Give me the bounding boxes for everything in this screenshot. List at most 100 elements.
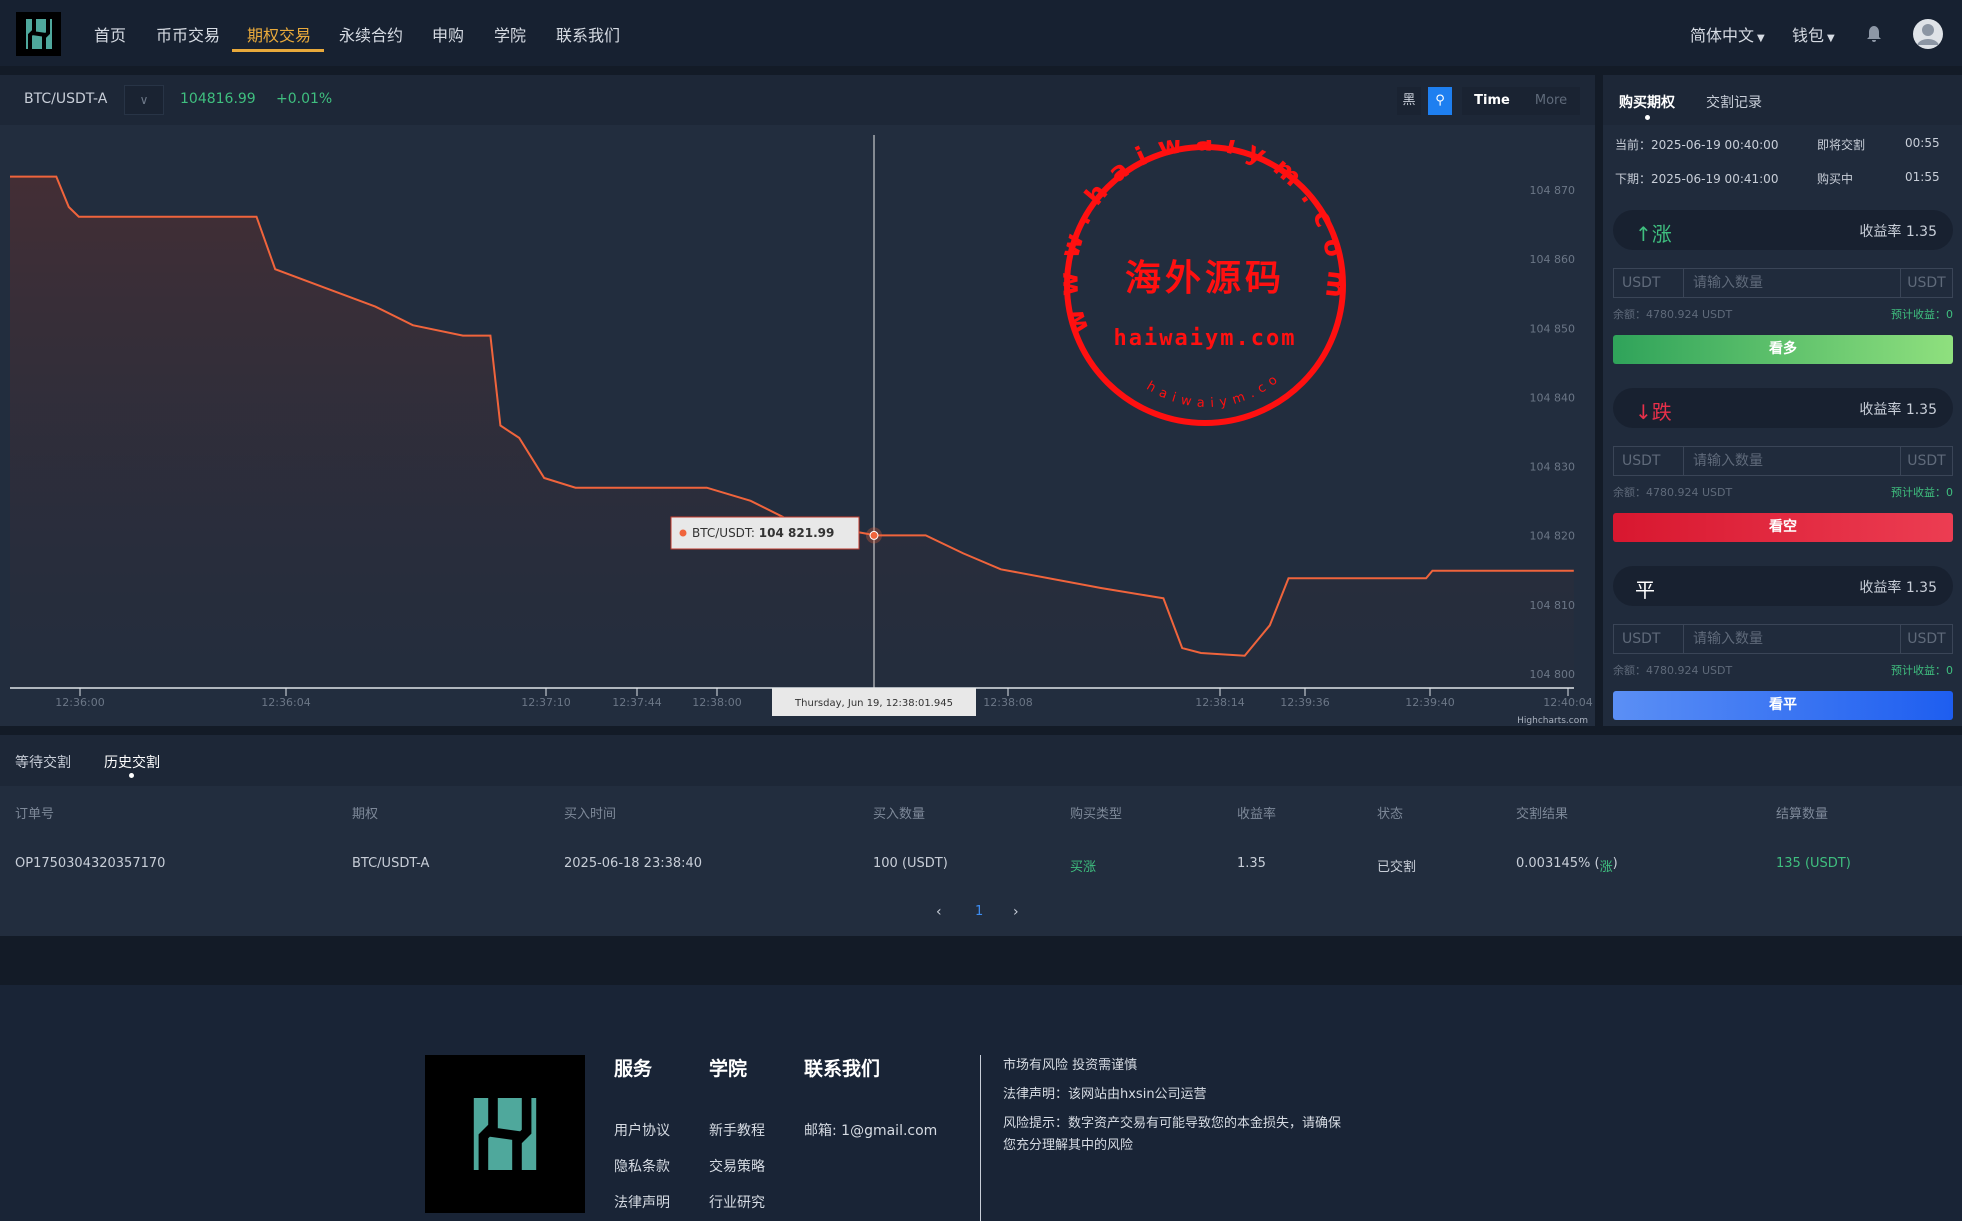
active-tab-dot xyxy=(129,773,134,778)
card-down: ↓跌 收益率 1.35 xyxy=(1613,388,1953,428)
tab-buy-option[interactable]: 购买期权 xyxy=(1619,95,1675,111)
wallet-label: 钱包 xyxy=(1792,26,1825,45)
wallet-menu[interactable]: 钱包 ▼ xyxy=(1792,22,1835,46)
nav-contact[interactable]: 联系我们 xyxy=(556,26,621,45)
caret-down-icon: ▼ xyxy=(1827,33,1835,44)
logo[interactable] xyxy=(16,12,61,56)
nav-perpetual[interactable]: 永续合约 xyxy=(339,26,404,45)
footer-link[interactable]: 法律声明 xyxy=(614,1195,670,1211)
direction-label: 平 xyxy=(1635,578,1655,602)
x-tick-label: 12:39:40 xyxy=(1405,696,1454,709)
nav-academy[interactable]: 学院 xyxy=(494,26,527,45)
amount-field[interactable]: 请输入数量 xyxy=(1693,275,1763,291)
buy-down-button[interactable]: 看空 xyxy=(1613,513,1953,542)
page-number[interactable]: 1 xyxy=(975,904,984,919)
tab-history[interactable]: 历史交割 xyxy=(104,755,160,771)
column-header: 购买类型 xyxy=(1070,807,1123,822)
tooltip-series: BTC/USDT: xyxy=(692,526,759,540)
active-tab-dot xyxy=(1645,115,1650,120)
top-nav: 首页 币币交易 期权交易 永续合约 申购 学院 联系我们 简体中文 ▼ 钱包 ▼ xyxy=(0,0,1962,66)
column-header: 买入数量 xyxy=(873,807,926,822)
symbol-label: BTC/USDT-A xyxy=(24,91,108,107)
x-tick-label: 12:40:04 xyxy=(1543,696,1592,709)
x-tick-label: 12:37:44 xyxy=(612,696,661,709)
column-header: 结算数量 xyxy=(1776,807,1829,822)
result-close: ) xyxy=(1612,856,1618,871)
footer-divider xyxy=(980,1055,981,1221)
column-header: 交割结果 xyxy=(1516,807,1569,822)
nav-spot[interactable]: 币币交易 xyxy=(156,26,221,45)
card-up: ↑涨 收益率 1.35 xyxy=(1613,210,1953,250)
prev-page-button[interactable]: ‹ xyxy=(936,904,942,920)
bell-icon[interactable] xyxy=(1866,25,1882,43)
active-underline xyxy=(232,49,324,52)
column-header: 状态 xyxy=(1377,807,1404,822)
theme-toggle[interactable]: 黑 xyxy=(1397,87,1421,115)
logo-icon xyxy=(25,19,52,49)
result-direction: 涨 xyxy=(1599,860,1613,875)
symbol-dropdown[interactable]: ∨ xyxy=(124,85,164,115)
y-tick-label: 104 830 xyxy=(1530,461,1576,474)
balance-label: 余额：4780.924 USDT xyxy=(1613,308,1733,321)
chevron-down-icon: ∨ xyxy=(139,93,149,107)
balance-label: 余额：4780.924 USDT xyxy=(1613,486,1733,499)
amount-field[interactable]: 请输入数量 xyxy=(1693,453,1763,469)
svg-text:www.haiwaiym.com: www.haiwaiym.com xyxy=(1060,140,1350,337)
footer-link[interactable]: 邮箱: 1@gmail.com xyxy=(804,1123,938,1139)
tooltip-box xyxy=(670,516,860,550)
tooltip-text: BTC/USDT: 104 821.99 xyxy=(692,526,834,540)
footer-heading: 联系我们 xyxy=(804,1058,881,1080)
table-cell: 2025-06-18 23:38:40 xyxy=(564,856,703,871)
footer-logo xyxy=(425,1055,585,1213)
time-button[interactable]: Time xyxy=(1462,87,1522,115)
footer-link[interactable]: 隐私条款 xyxy=(614,1159,670,1175)
amount-input-down[interactable]: USDT 请输入数量 USDT xyxy=(1613,446,1953,476)
currency-select[interactable]: USDT xyxy=(1614,269,1684,297)
buy-up-button[interactable]: 看多 xyxy=(1613,335,1953,364)
amount-input-flat[interactable]: USDT 请输入数量 USDT xyxy=(1613,624,1953,654)
more-button[interactable]: More xyxy=(1522,87,1580,115)
pin-icon: ⚲ xyxy=(1435,93,1445,108)
footer-link[interactable]: 新手教程 xyxy=(709,1123,765,1139)
amount-input-up[interactable]: USDT 请输入数量 USDT xyxy=(1613,268,1953,298)
footer-notes: 市场有风险 投资需谨慎 法律声明：该网站由hxsin公司运营 风险提示：数字资产… xyxy=(1003,1055,1348,1157)
y-tick-label: 104 820 xyxy=(1530,530,1576,543)
footer-link[interactable]: 交易策略 xyxy=(709,1159,765,1175)
column-header: 收益率 xyxy=(1237,807,1277,822)
nav-options[interactable]: 期权交易 xyxy=(247,26,312,45)
footer-link[interactable]: 用户协议 xyxy=(614,1123,670,1139)
table-cell: 1.35 xyxy=(1237,856,1266,871)
chart-credit[interactable]: Highcharts.com xyxy=(1517,716,1588,726)
nav-subscribe[interactable]: 申购 xyxy=(432,26,465,45)
next-countdown: 01:55 xyxy=(1905,170,1940,184)
footer: 市场有风险 投资需谨慎 法律声明：该网站由hxsin公司运营 风险提示：数字资产… xyxy=(0,985,1962,1221)
hover-point xyxy=(869,530,879,540)
chart-panel: BTC/USDT-A ∨ 104816.99 +0.01% 黑 ⚲ Time M… xyxy=(0,75,1595,726)
next-page-button[interactable]: › xyxy=(1013,904,1019,920)
nav-home[interactable]: 首页 xyxy=(94,26,127,45)
rate-label: 收益率 1.35 xyxy=(1859,580,1937,596)
avatar[interactable] xyxy=(1913,19,1943,49)
tab-pending[interactable]: 等待交割 xyxy=(15,755,71,771)
card-flat: 平 收益率 1.35 xyxy=(1613,566,1953,606)
column-header: 买入时间 xyxy=(564,807,617,822)
expected-profit: 预计收益：0 xyxy=(1891,664,1953,677)
unit-label: USDT xyxy=(1900,447,1952,475)
language-select[interactable]: 简体中文 ▼ xyxy=(1690,22,1765,46)
currency-select[interactable]: USDT xyxy=(1614,625,1684,653)
chart-toolbar: BTC/USDT-A ∨ 104816.99 +0.01% 黑 ⚲ Time M… xyxy=(0,75,1595,125)
current-status: 即将交割 xyxy=(1817,138,1866,152)
result-cell: 0.003145% (涨) xyxy=(1516,856,1618,875)
tab-delivery-records[interactable]: 交割记录 xyxy=(1706,95,1762,111)
table-cell: 买涨 xyxy=(1070,860,1097,875)
x-tick-label: 12:36:00 xyxy=(55,696,104,709)
footer-link[interactable]: 行业研究 xyxy=(709,1195,765,1211)
next-status: 购买中 xyxy=(1817,172,1854,186)
x-tick-label: 12:38:14 xyxy=(1195,696,1244,709)
buy-flat-button[interactable]: 看平 xyxy=(1613,691,1953,720)
amount-field[interactable]: 请输入数量 xyxy=(1693,631,1763,647)
currency-select[interactable]: USDT xyxy=(1614,447,1684,475)
x-tick-label: 12:36:04 xyxy=(261,696,310,709)
indicator-button[interactable]: ⚲ xyxy=(1428,87,1452,115)
price-chart[interactable]: 12:36:00 12:36:04 12:37:10 12:37:44 12:38:00… xyxy=(0,125,1595,726)
